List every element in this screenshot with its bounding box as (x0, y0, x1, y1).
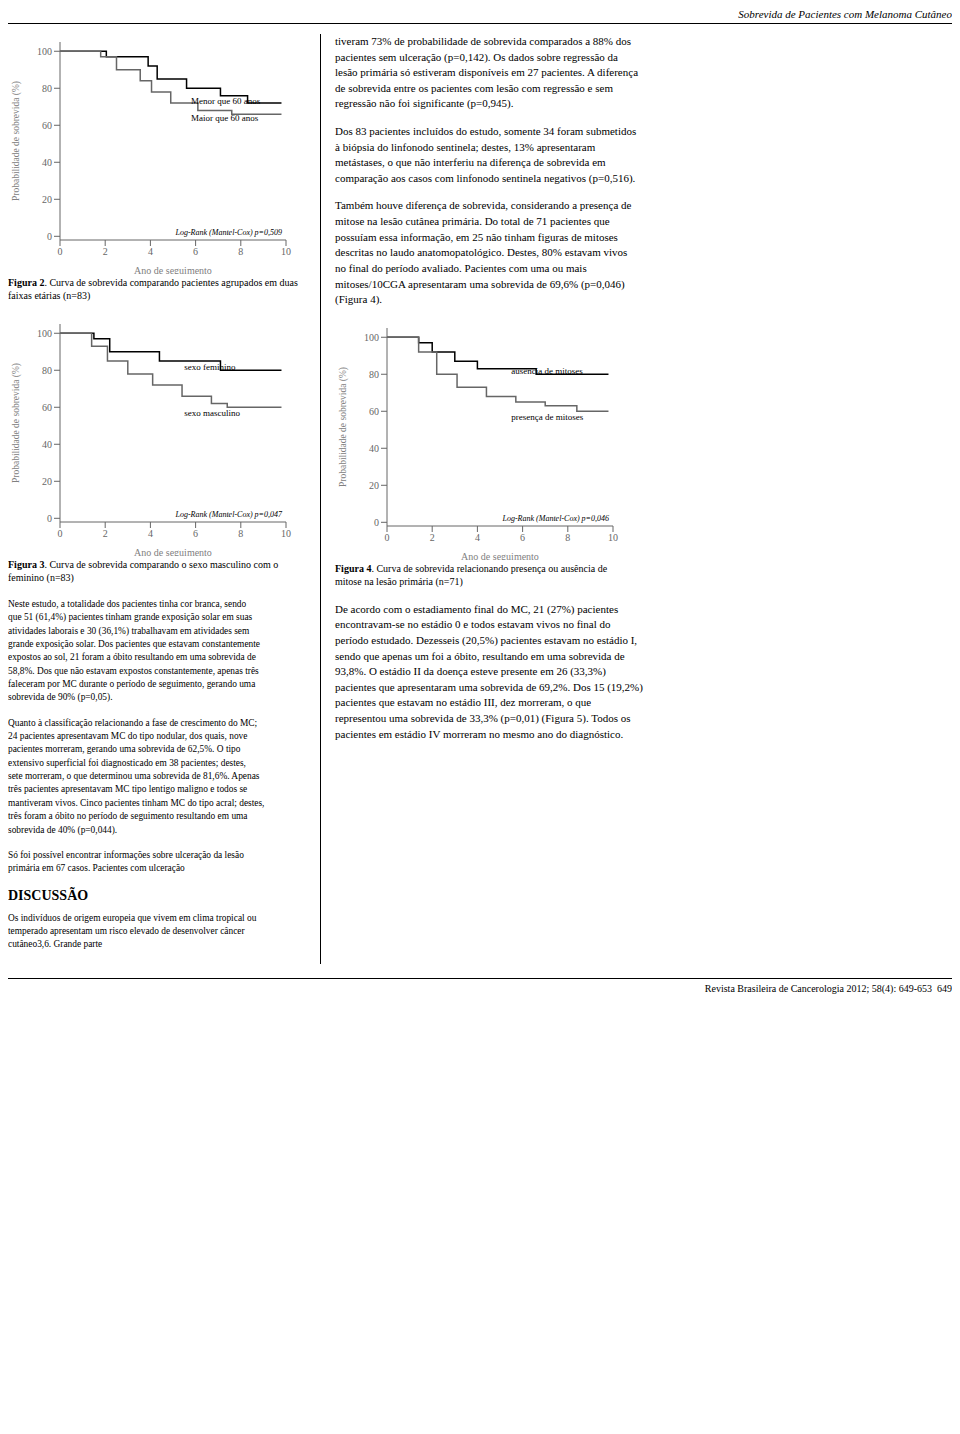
html-text:DISCUSSÃO: DISCUSSÃO (8, 887, 89, 903)
svg-text:0: 0 (374, 517, 379, 528)
svg-text:40: 40 (369, 443, 379, 454)
svg-text:8: 8 (238, 246, 243, 257)
svg-text:Menor que 60 anos: Menor que 60 anos (191, 96, 261, 106)
svg-text:6: 6 (520, 532, 525, 543)
svg-text:0: 0 (58, 246, 63, 257)
svg-text:presença de mitoses: presença de mitoses (511, 412, 583, 422)
svg-text:20: 20 (42, 476, 52, 487)
svg-text:Probabilidade de sobrevida (%): Probabilidade de sobrevida (%) (11, 363, 22, 483)
svg-text:sexo masculino: sexo masculino (184, 408, 240, 418)
svg-text:2: 2 (103, 528, 108, 539)
html-text:Dos 83 pacientes incluídos do: Dos 83 pacientes incluídos do estudo, so… (335, 125, 637, 184)
svg-text:80: 80 (42, 83, 52, 94)
svg-text:20: 20 (42, 194, 52, 205)
svg-text:2: 2 (103, 246, 108, 257)
svg-text:80: 80 (42, 365, 52, 376)
html-text:Neste estudo, a totalidade dos: Neste estudo, a totalidade dos pacientes… (8, 599, 260, 703)
svg-text:0: 0 (47, 231, 52, 242)
svg-text:ausência de mitoses: ausência de mitoses (511, 366, 583, 376)
svg-text:0: 0 (58, 528, 63, 539)
svg-text:40: 40 (42, 439, 52, 450)
html-text:Log-Rank (Mantel-Cox) p=0,046: Log-Rank (Mantel-Cox) p=0,046 (502, 513, 609, 523)
svg-text:100: 100 (364, 332, 379, 343)
svg-text:2: 2 (430, 532, 435, 543)
html-text:Log-Rank (Mantel-Cox) p=0,047: Log-Rank (Mantel-Cox) p=0,047 (175, 510, 282, 519)
svg-text:sexo feminino: sexo feminino (184, 362, 236, 372)
html-text:Figura 3. Curva de sobrevida c: Figura 3. Curva de sobrevida comparando … (8, 559, 279, 583)
svg-text:6: 6 (193, 528, 198, 539)
svg-text:100: 100 (37, 46, 52, 57)
svg-text:Probabilidade de sobrevida (%): Probabilidade de sobrevida (%) (338, 367, 349, 487)
svg-text:60: 60 (42, 120, 52, 131)
svg-text:80: 80 (369, 369, 379, 380)
svg-text:10: 10 (608, 532, 618, 543)
svg-text:4: 4 (148, 246, 153, 257)
html-text:Figura 2. Curva de sobrevida c: Figura 2. Curva de sobrevida comparando … (8, 277, 298, 301)
html-text:Só foi possível encontrar info: Só foi possível encontrar informações so… (8, 849, 244, 874)
svg-text:Ano de seguimento: Ano de seguimento (134, 547, 212, 556)
svg-text:0: 0 (385, 532, 390, 543)
html-text:Sobrevida de Pacientes com Mel: Sobrevida de Pacientes com Melanoma Cutâ… (738, 8, 952, 20)
svg-text:10: 10 (281, 528, 291, 539)
svg-text:100: 100 (37, 328, 52, 339)
html-text:Revista Brasileira de Cancerol: Revista Brasileira de Cancerologia 2012;… (704, 982, 952, 994)
svg-text:Probabilidade de sobrevida (%): Probabilidade de sobrevida (%) (11, 81, 22, 201)
svg-text:8: 8 (238, 528, 243, 539)
svg-text:Maior que 60 anos: Maior que 60 anos (191, 113, 259, 123)
html-text:Também houve diferença de sobr: Também houve diferença de sobrevida, con… (335, 199, 632, 306)
svg-text:20: 20 (369, 480, 379, 491)
svg-text:10: 10 (281, 246, 291, 257)
svg-text:Ano de seguimento: Ano de seguimento (461, 551, 539, 560)
svg-text:6: 6 (193, 246, 198, 257)
html-text:De acordo com o estadiamento f: De acordo com o estadiamento final do MC… (335, 602, 643, 740)
svg-text:60: 60 (369, 406, 379, 417)
svg-text:0: 0 (47, 513, 52, 524)
html-text:Log-Rank (Mantel-Cox) p=0,509: Log-Rank (Mantel-Cox) p=0,509 (175, 228, 282, 237)
svg-text:8: 8 (565, 532, 570, 543)
html-text:Figura 4. Curva de sobrevida r: Figura 4. Curva de sobrevida relacionand… (335, 562, 608, 587)
svg-text:60: 60 (42, 402, 52, 413)
svg-text:4: 4 (475, 532, 480, 543)
html-text:Quanto à classificação relacio: Quanto à classificação relacionando a fa… (8, 717, 265, 835)
svg-text:40: 40 (42, 157, 52, 168)
svg-text:4: 4 (148, 528, 153, 539)
html-text:Os indivíduos de origem europe: Os indivíduos de origem europeia que viv… (8, 912, 257, 950)
svg-text:Ano de seguimento: Ano de seguimento (134, 265, 212, 274)
html-text:tiveram 73% de probabilidade d: tiveram 73% de probabilidade de sobrevid… (335, 35, 638, 110)
